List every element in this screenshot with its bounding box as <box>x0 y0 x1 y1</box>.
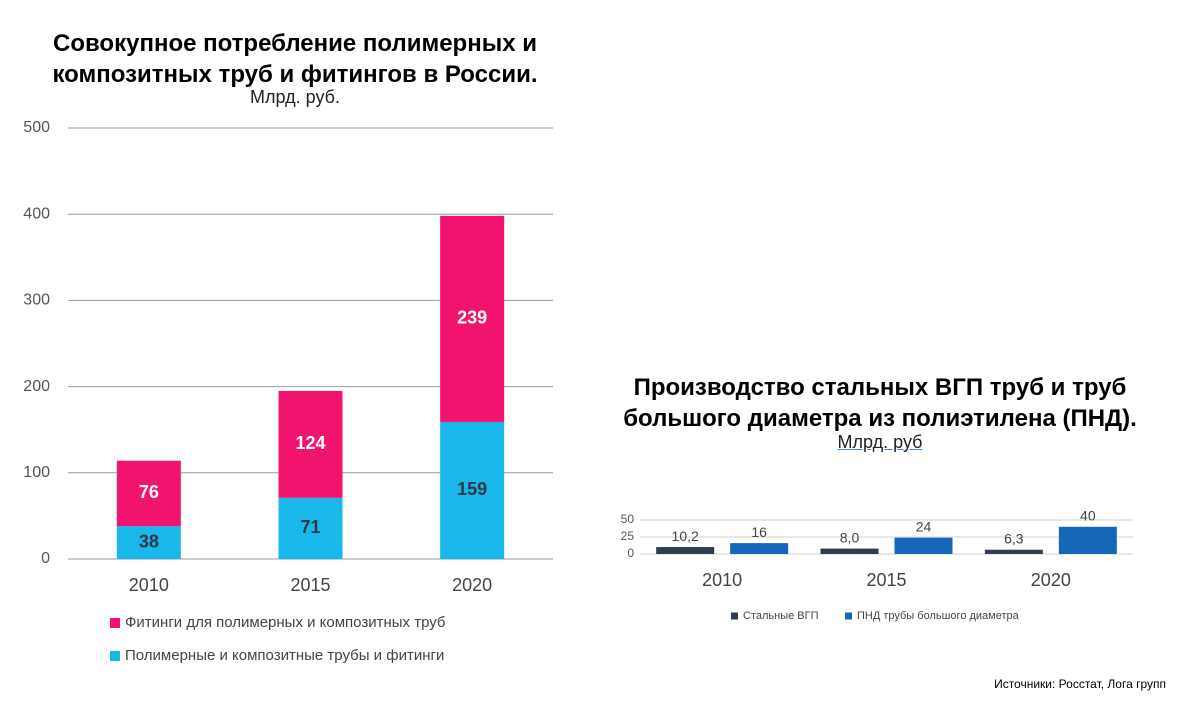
legend-swatch <box>110 618 120 628</box>
data-label: 38 <box>139 531 159 551</box>
bar-segment <box>278 390 343 498</box>
bar <box>1058 526 1117 554</box>
chart-subtitle: Млрд. руб. <box>250 87 340 107</box>
bar <box>984 549 1043 554</box>
x-tick-label: 2020 <box>452 575 492 595</box>
data-label: 71 <box>300 517 320 537</box>
y-tick-label: 500 <box>23 119 50 136</box>
data-label: 6,3 <box>1004 530 1024 546</box>
source-note: Источники: Росстат, Лога групп <box>994 677 1166 691</box>
legend-label: Фитинги для полимерных и композитных тру… <box>125 614 446 631</box>
bar <box>820 548 879 554</box>
bar-segment <box>116 526 181 559</box>
legend-swatch <box>731 612 738 620</box>
data-label: 8,0 <box>840 529 860 545</box>
legend-swatch <box>110 651 120 661</box>
x-tick-label: 2020 <box>1031 570 1071 590</box>
data-label: 124 <box>295 433 325 453</box>
y-tick-label: 0 <box>627 546 634 560</box>
data-label: 40 <box>1080 508 1096 524</box>
data-label: 24 <box>916 518 932 534</box>
bar <box>730 543 789 554</box>
bar <box>894 537 953 554</box>
y-tick-label: 400 <box>23 205 50 222</box>
y-tick-label: 50 <box>621 512 635 526</box>
legend-label: ПНД трубы большого диаметра <box>857 610 1020 622</box>
chart-title: Производство стальных ВГП труб и труб бо… <box>623 374 1137 432</box>
bar <box>656 547 715 554</box>
bar-segment <box>278 497 343 559</box>
data-label: 159 <box>457 479 487 499</box>
bar-segment <box>440 215 505 422</box>
bar-segment <box>440 421 505 559</box>
y-tick-label: 300 <box>23 292 50 309</box>
data-label: 239 <box>457 308 487 328</box>
data-label: 16 <box>751 524 767 540</box>
data-label: 10,2 <box>672 528 699 544</box>
x-tick-label: 2015 <box>866 570 906 590</box>
y-tick-label: 100 <box>23 464 50 481</box>
bar-segment <box>116 460 181 527</box>
y-tick-label: 200 <box>23 378 50 395</box>
legend-label: Стальные ВГП <box>743 610 819 622</box>
x-tick-label: 2010 <box>702 570 742 590</box>
legend-label: Полимерные и композитные трубы и фитинги <box>125 647 444 664</box>
chart-title: Совокупное потребление полимерных и комп… <box>52 30 538 88</box>
chart-subtitle: Млрд. руб <box>837 432 923 452</box>
x-tick-label: 2010 <box>129 575 169 595</box>
x-tick-label: 2015 <box>290 575 330 595</box>
y-tick-label: 0 <box>41 550 50 567</box>
legend-swatch <box>845 612 852 620</box>
data-label: 76 <box>139 482 159 502</box>
y-tick-label: 25 <box>621 529 635 543</box>
